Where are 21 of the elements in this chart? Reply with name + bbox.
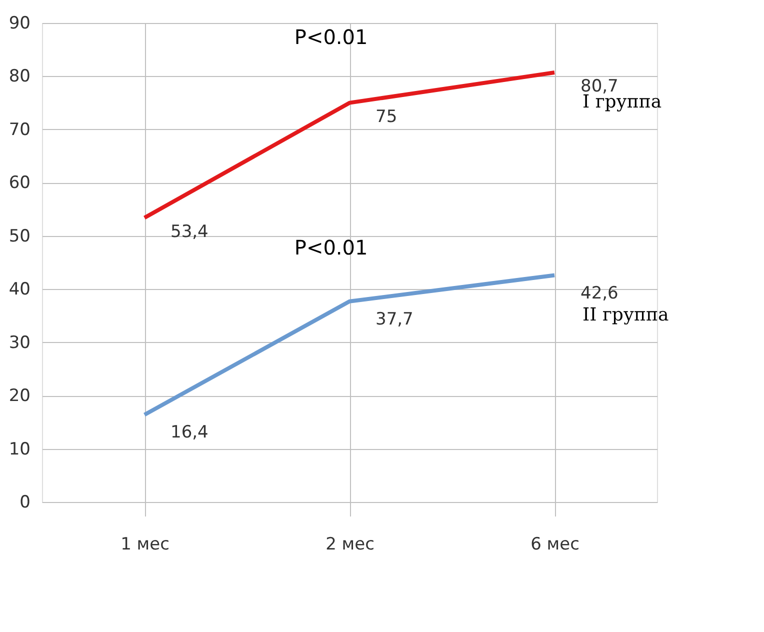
annotation: P<0.01	[294, 236, 368, 260]
y-tick-label: 10	[8, 439, 30, 460]
y-tick-label: 0	[20, 492, 30, 512]
x-tick-label: 1 мес	[120, 534, 170, 554]
y-tick-label: 30	[8, 332, 30, 353]
y-tick-label: 70	[8, 120, 30, 140]
data-label: 75	[376, 106, 398, 127]
data-label: 42,6	[580, 283, 618, 304]
y-tick-label: 50	[8, 226, 30, 246]
data-label: 37,7	[376, 309, 414, 330]
y-tick-label: 20	[8, 386, 30, 406]
data-label: 53,4	[170, 222, 208, 242]
data-label: 16,4	[170, 422, 208, 443]
x-tick-label: 2 мес	[326, 534, 374, 554]
text: II группа	[582, 304, 669, 326]
y-tick-label: 80	[8, 66, 30, 87]
y-tick-label: 90	[8, 14, 30, 34]
y-tick-label: 40	[8, 280, 30, 300]
annotation: P<0.01	[294, 24, 368, 49]
y-tick-label: 60	[8, 173, 30, 194]
x-tick-label: 6 мес	[530, 534, 580, 554]
